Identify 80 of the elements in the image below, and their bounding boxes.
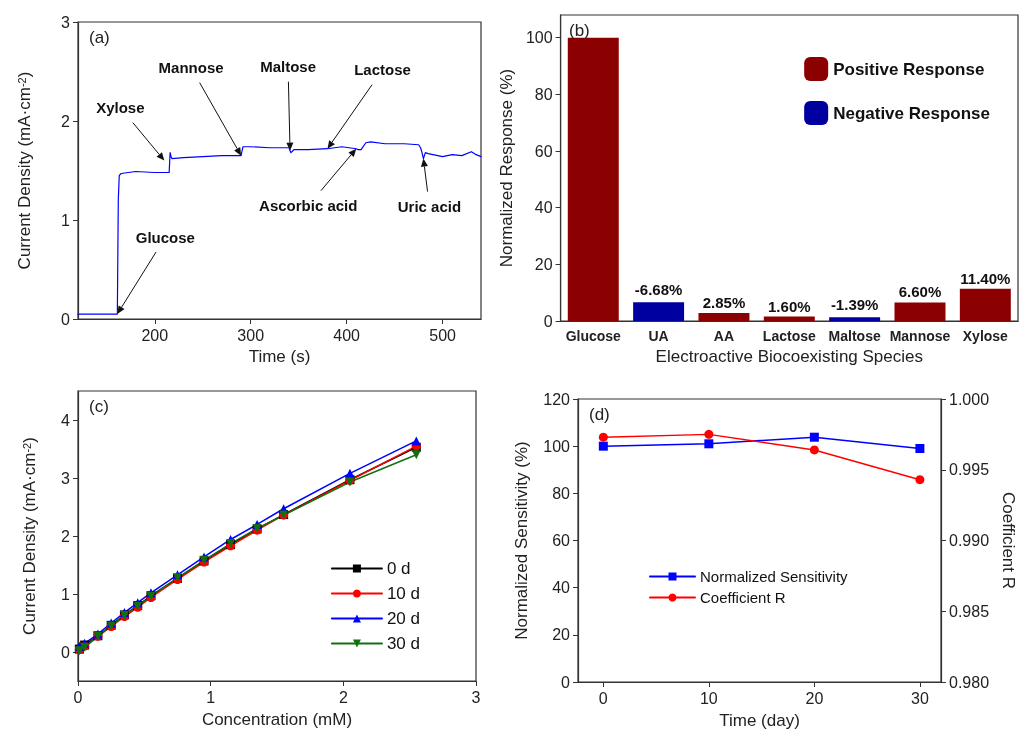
y-tick-label: 40 xyxy=(552,579,571,597)
x-tick-label: Mannose xyxy=(889,328,951,345)
x-tick-label: Lactose xyxy=(762,328,816,345)
chart-title: (c) xyxy=(89,397,109,416)
y-tick-label: 3 xyxy=(61,469,71,487)
legend-label: Normalized Sensitivity xyxy=(700,568,849,585)
annotation: -6.68% xyxy=(634,280,683,298)
y2-tick-label: 1.000 xyxy=(949,390,990,408)
x-tick-label: AA xyxy=(713,328,735,345)
y2-tick-label: 0.980 xyxy=(949,673,990,691)
x-axis-title: Time (s) xyxy=(248,346,311,366)
x-tick-label: 0 xyxy=(73,688,83,706)
x-tick-label: 500 xyxy=(429,326,457,344)
y-tick-label: 60 xyxy=(552,532,571,549)
annotation: Maltose xyxy=(260,58,316,76)
x-tick-label: 400 xyxy=(333,326,361,344)
y-tick-label: 0 xyxy=(561,673,571,691)
y-tick-label: 2 xyxy=(61,527,71,545)
legend-label: 30 d xyxy=(386,634,421,653)
legend-label: Coefficient R xyxy=(700,589,786,606)
legend-label: 10 d xyxy=(386,584,421,603)
y-axis-title: Current Density (mA·cm-2) xyxy=(15,71,34,270)
annotation: -1.39% xyxy=(830,295,879,313)
y-tick-label: 60 xyxy=(534,142,553,160)
y-tick-label: 100 xyxy=(525,29,553,47)
annotation: Glucose xyxy=(135,228,195,246)
x-axis-title: Time (day) xyxy=(719,711,800,730)
y2-tick-label: 0.985 xyxy=(949,602,990,620)
legend-label: Negative Response xyxy=(833,103,991,123)
y2-tick-label: 0.995 xyxy=(949,461,990,479)
x-tick-label: Glucose xyxy=(565,328,622,345)
y-tick-label: 100 xyxy=(543,437,571,455)
x-tick-label: 0 xyxy=(598,689,608,707)
y2-axis-title: Coefficient R xyxy=(998,491,1018,590)
x-tick-label: Maltose xyxy=(828,328,881,345)
legend-label: Positive Response xyxy=(833,59,985,79)
data-label: 11.40% xyxy=(960,269,1011,287)
y-tick-label: 20 xyxy=(534,255,553,273)
x-tick-label: UA xyxy=(648,328,669,345)
x-tick-label: Xylose xyxy=(962,328,1009,345)
x-axis-title: Concentration (mM) xyxy=(201,710,353,729)
x-tick-label: 200 xyxy=(141,326,169,344)
x-tick-label: 300 xyxy=(237,326,265,344)
x-tick-label: 1 xyxy=(206,688,216,706)
y-axis-title: Normalized Sensitivity (%) xyxy=(512,441,531,640)
y-tick-label: 4 xyxy=(61,411,71,429)
data-label: 6.60% xyxy=(898,283,942,301)
chart-title: (d) xyxy=(589,405,610,424)
y-tick-label: 20 xyxy=(552,626,571,644)
legend-label: 20 d xyxy=(386,609,421,628)
y-tick-label: 40 xyxy=(534,199,553,217)
y-tick-label: 1 xyxy=(61,211,71,229)
chart-title: (b) xyxy=(569,21,590,40)
x-tick-label: 20 xyxy=(805,689,824,707)
y-axis-title: Normalized Response (%) xyxy=(497,68,516,268)
y-tick-label: 0 xyxy=(543,312,553,330)
data-label: 2.85% xyxy=(702,294,746,312)
y-tick-label: 120 xyxy=(543,390,571,408)
y-tick-label: 3 xyxy=(61,13,71,31)
annotation: Xylose xyxy=(96,99,145,117)
annotation: Mannose xyxy=(158,59,224,77)
x-tick-label: 30 xyxy=(911,689,929,707)
x-tick-label: 10 xyxy=(699,689,718,707)
data-label: 1.60% xyxy=(768,297,811,315)
chart-title: (a) xyxy=(89,28,110,47)
y-tick-label: 0 xyxy=(61,310,71,328)
annotation: Lactose xyxy=(354,61,411,79)
y-tick-label: 0 xyxy=(61,643,71,661)
y2-tick-label: 0.990 xyxy=(949,532,990,549)
legend-label: 0 d xyxy=(386,559,411,578)
y-tick-label: 1 xyxy=(61,585,71,603)
x-tick-label: 3 xyxy=(471,688,481,706)
x-tick-label: 2 xyxy=(338,688,348,706)
y-axis-title: Current Density (mA·cm-2) xyxy=(20,437,39,635)
y-tick-label: 80 xyxy=(552,484,571,502)
annotation: Uric acid xyxy=(397,198,462,216)
y-tick-label: 80 xyxy=(534,85,553,103)
annotation: Ascorbic acid xyxy=(259,197,358,215)
x-axis-title: Electroactive Biocoexisting Species xyxy=(655,347,924,366)
y-tick-label: 2 xyxy=(61,112,71,130)
